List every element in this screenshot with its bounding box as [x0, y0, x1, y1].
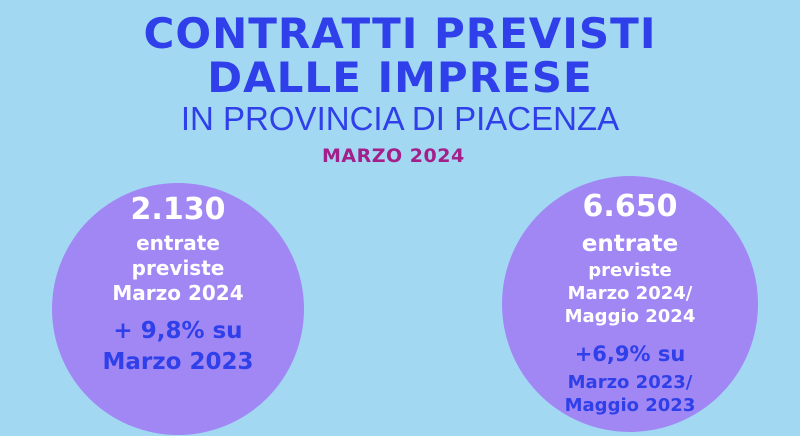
stat-label: entrate [136, 231, 220, 255]
stat-change-reference: Marzo 2023 [102, 349, 254, 375]
page-subtitle: IN PROVINCIA DI PIACENZA [180, 100, 620, 137]
stat-value: 6.650 [582, 189, 678, 224]
page-title-line2: DALLE IMPRESE [207, 53, 593, 102]
stat-change: +6,9% su [574, 342, 686, 366]
stat-change: + 9,8% su [113, 318, 243, 344]
stat-value: 2.130 [130, 192, 226, 227]
stat-period: Marzo 2024 [112, 281, 244, 305]
stat-label: previste [588, 260, 672, 281]
stat-circle-march-may: 6.650 entrate previste Marzo 2024/ Maggi… [502, 176, 758, 432]
stat-label: entrate [581, 231, 679, 257]
stat-change-reference: Maggio 2023 [564, 395, 696, 416]
date-label: MARZO 2024 [322, 145, 465, 167]
stat-circle-march: 2.130 entrate previste Marzo 2024 + 9,8%… [52, 183, 304, 435]
stat-change-reference: Marzo 2023/ [567, 372, 693, 393]
page-title-line1: CONTRATTI PREVISTI [143, 9, 657, 58]
stat-period: Marzo 2024/ [567, 283, 693, 304]
stat-period: Maggio 2024 [564, 306, 696, 327]
stat-label: previste [131, 256, 225, 280]
